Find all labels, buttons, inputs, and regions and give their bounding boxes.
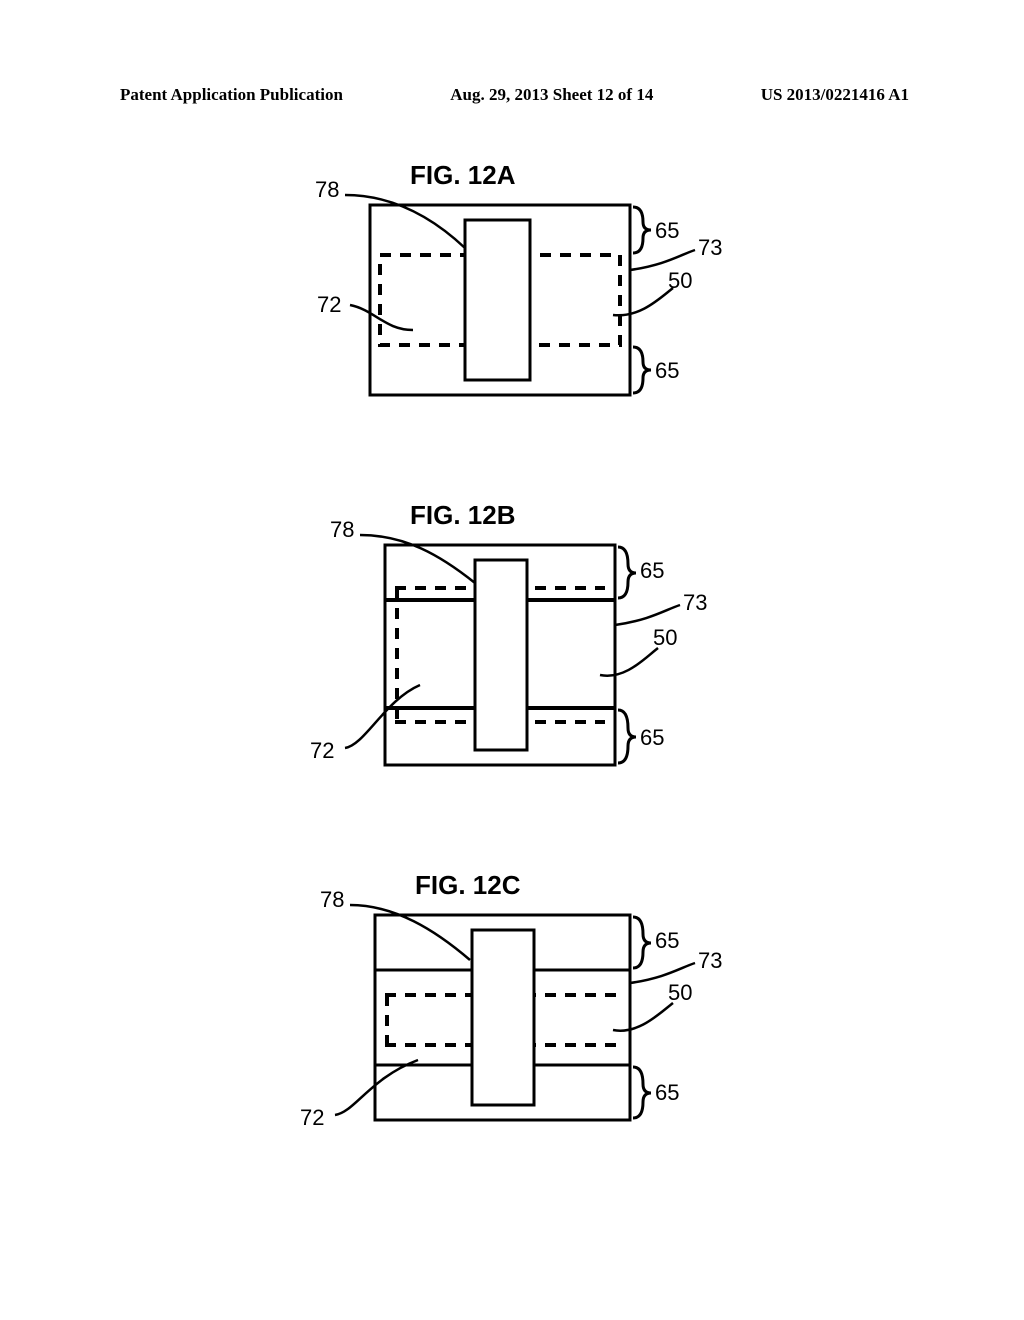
label-65: 65: [655, 218, 679, 244]
page-header: Patent Application Publication Aug. 29, …: [0, 85, 1024, 105]
label-72: 72: [317, 292, 341, 318]
label-78: 78: [330, 517, 354, 543]
label-50: 50: [668, 980, 692, 1006]
label-73: 73: [698, 235, 722, 261]
label-65: 65: [655, 928, 679, 954]
figure-12c: FIG. 12C 78 72 65 65 73 50: [300, 870, 740, 1170]
label-65: 65: [640, 558, 664, 584]
label-73: 73: [683, 590, 707, 616]
label-78: 78: [320, 887, 344, 913]
label-72: 72: [300, 1105, 324, 1131]
header-right: US 2013/0221416 A1: [761, 85, 909, 105]
header-left: Patent Application Publication: [120, 85, 343, 105]
header-center: Aug. 29, 2013 Sheet 12 of 14: [450, 85, 653, 105]
label-50: 50: [653, 625, 677, 651]
label-78: 78: [315, 177, 339, 203]
label-50: 50: [668, 268, 692, 294]
label-65: 65: [655, 358, 679, 384]
figure-12a-diagram: [310, 160, 730, 440]
label-73: 73: [698, 948, 722, 974]
figure-12a: FIG. 12A 78 72 65 65 73 50: [310, 160, 730, 440]
figure-12c-diagram: [300, 870, 740, 1170]
figure-12b: FIG. 12B 78 72 65 65 73 50: [310, 500, 730, 800]
label-65: 65: [655, 1080, 679, 1106]
label-65: 65: [640, 725, 664, 751]
label-72: 72: [310, 738, 334, 764]
